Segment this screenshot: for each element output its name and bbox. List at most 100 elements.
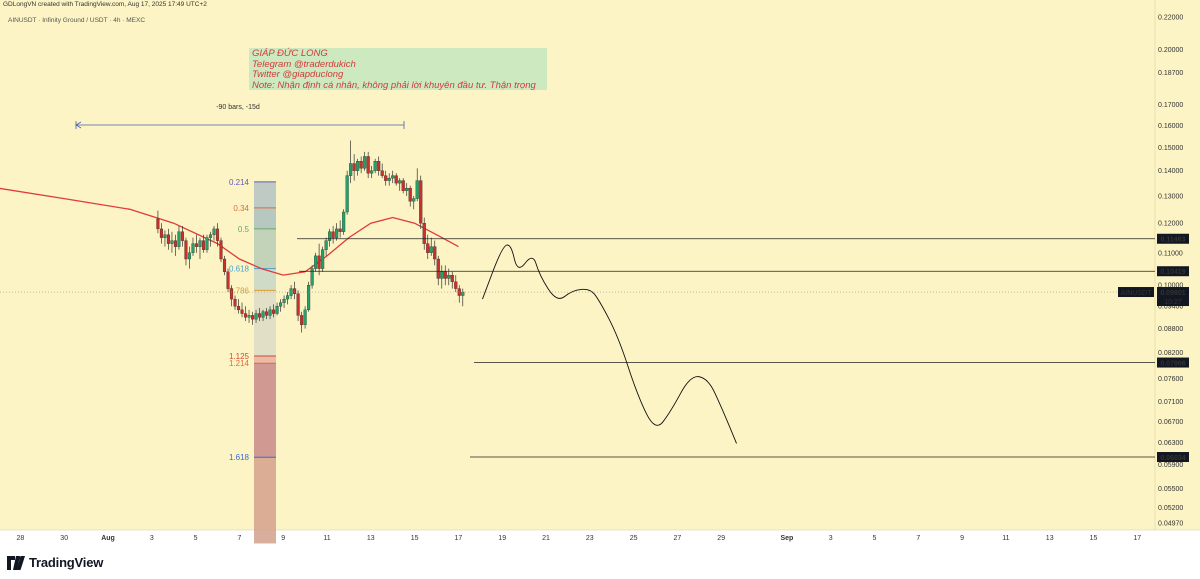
time-tick-23: 23 (586, 535, 594, 542)
author-disclaimer: Note: Nhận định cá nhân, không phải lời … (252, 79, 536, 91)
level-badge-0.10419 (1157, 266, 1189, 277)
candle-body (198, 240, 202, 247)
time-tick-27: 27 (674, 535, 682, 542)
time-tick-15: 15 (1090, 535, 1098, 542)
price-tick-0.07600: 0.07600 (1158, 376, 1183, 383)
candle-body (356, 161, 360, 171)
time-tick-13: 13 (367, 535, 375, 542)
candle-body (240, 309, 244, 314)
fib-band-3 (254, 268, 276, 291)
time-tick-28: 28 (17, 535, 25, 542)
candle-body (215, 228, 220, 241)
projection-drawing[interactable] (482, 244, 737, 444)
candle-body (180, 231, 185, 241)
candle-body (163, 234, 167, 238)
candle-body (398, 180, 402, 184)
candle-body (194, 243, 199, 247)
time-tick-17: 17 (455, 535, 463, 542)
candle-body (426, 243, 430, 253)
time-tick-19: 19 (498, 535, 506, 542)
price-tick-0.18700: 0.18700 (1158, 70, 1183, 77)
candle-body (324, 240, 328, 250)
symbol-badge-text: AINUSDT (1121, 290, 1152, 297)
measure-label: -90 bars, -15d (216, 104, 260, 111)
price-tick-0.05500: 0.05500 (1158, 486, 1183, 493)
candle-body (366, 156, 370, 174)
time-tick-3: 3 (150, 535, 154, 542)
candle-body (272, 309, 276, 314)
price-tick-0.06700: 0.06700 (1158, 419, 1183, 426)
candle-body (184, 240, 188, 260)
author-note-box: GIÁP ĐỨC LONG Telegram @traderdukich Twi… (249, 48, 547, 90)
moving-average-line (0, 187, 459, 276)
tradingview-wordmark: TradingView (29, 555, 104, 570)
time-tick-13: 13 (1046, 535, 1054, 542)
level-badge-0.06034 (1157, 452, 1189, 463)
candle-body (349, 163, 353, 176)
price-axis-background (1155, 0, 1200, 530)
author-telegram: Telegram @traderdukich (252, 58, 356, 70)
fib-label-1.618: 1.618 (229, 453, 250, 462)
candle-body (380, 170, 384, 176)
date-range-measure[interactable]: -90 bars, -15d (75, 104, 405, 129)
candle-body (166, 234, 170, 244)
current-price-text: 0.09801 (1160, 290, 1185, 297)
fib-label-0.5: 0.5 (238, 225, 250, 234)
price-tick-0.14000: 0.14000 (1158, 168, 1183, 175)
candle-body (391, 175, 395, 179)
candle-body (359, 161, 363, 169)
tradingview-brand[interactable]: TradingView (7, 555, 103, 570)
projection-path (482, 244, 737, 444)
fib-label-0.214: 0.214 (229, 178, 250, 187)
measure-arrow-icon (75, 121, 82, 129)
time-tick-11: 11 (1002, 535, 1009, 542)
candle-body (433, 246, 437, 260)
candle-body (300, 315, 304, 325)
created-by-caption: GDLongVN created with TradingView.com, A… (3, 1, 207, 8)
time-tick-21: 21 (542, 535, 550, 542)
author-name: GIÁP ĐỨC LONG (252, 48, 328, 59)
symbol-legend[interactable]: AINUSDT · Infinity Ground / USDT · 4h · … (8, 17, 146, 24)
price-axis[interactable]: 0.22000 0.20000 0.18700 0.17000 0.16000 0.150… (1158, 15, 1183, 528)
candle-body (212, 228, 216, 235)
candle-body (363, 156, 367, 169)
moving-average-path (0, 187, 459, 276)
candle-body (338, 228, 342, 232)
price-tick-0.11000: 0.11000 (1158, 250, 1183, 257)
horizontal-levels[interactable]: 0.11463 0.10419 0.07966 0.06034 (297, 233, 1189, 463)
fib-band-7 (254, 457, 276, 544)
candle-body (222, 258, 227, 272)
time-axis[interactable]: 28 30 Aug 3 5 7 9 11 13 15 17 19 21 23 25 27 29 Sep 3 5 7 9 11… (17, 535, 1142, 542)
fib-band-5 (254, 356, 276, 364)
candle-body (387, 177, 391, 181)
fib-label-1.214: 1.214 (229, 359, 250, 368)
candle-body (384, 175, 388, 181)
candle-body (370, 170, 374, 174)
time-tick-7: 7 (916, 535, 920, 542)
candle-body (342, 211, 346, 232)
fib-band-2 (254, 228, 276, 269)
price-tick-0.07100: 0.07100 (1158, 399, 1183, 406)
time-tick-25: 25 (630, 535, 638, 542)
price-tick-0.22000: 0.22000 (1158, 15, 1183, 22)
candle-body (243, 313, 248, 318)
time-tick-11: 11 (323, 535, 330, 542)
candle-body (261, 311, 265, 318)
current-price-badge (1157, 287, 1189, 307)
candle-body (282, 298, 286, 303)
symbol-badge (1118, 287, 1154, 298)
candle-body (345, 175, 349, 213)
price-tick-0.12000: 0.12000 (1158, 221, 1183, 228)
time-tick-29: 29 (717, 535, 725, 542)
price-tick-0.08200: 0.08200 (1158, 350, 1183, 357)
candle-body (170, 240, 174, 244)
candle-body (373, 161, 377, 171)
candle-body (219, 240, 223, 260)
candle-body (331, 231, 335, 238)
fib-label-0.786: 0.786 (229, 286, 250, 295)
candle-body (405, 188, 409, 191)
candle-body (191, 243, 195, 253)
